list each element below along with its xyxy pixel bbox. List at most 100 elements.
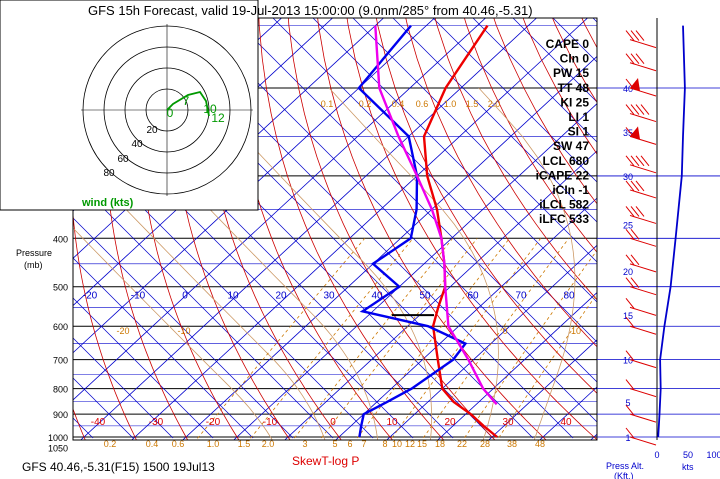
temperature-tick-label: -10 [131,291,146,302]
mixing-ratio-tick-label: 0.2 [359,99,372,109]
dry-adiabat [73,18,137,440]
pressure-tick-label: 800 [53,385,68,395]
temperature-tick-label: 70 [515,291,527,302]
hodograph-trace [166,90,210,117]
lower-mixing-ratio-tick-label: 7 [361,439,366,449]
wind-barb [625,228,657,247]
hodograph-point-label: 10 [203,102,217,116]
red-tick-label: -10 [177,326,190,336]
hodograph-ring-label: 80 [103,168,115,179]
wind-speed-profile [657,25,686,438]
temperature-tick-label: 20 [275,291,287,302]
wind-barb [625,206,657,224]
mixing-ratio-line [292,238,454,440]
index-ilcl: iLCL 582 [539,198,589,212]
mixing-ratio-line [319,238,478,440]
lower-temperature-tick-label: 0 [330,417,336,428]
wind-barb [625,316,657,335]
wind-barb [625,53,657,72]
wind-barb [625,350,657,369]
temperature-tick-label: 40 [371,291,383,302]
temperature-tick-label: 50 [419,291,431,302]
hodograph-ring-label: 40 [131,139,143,150]
wind-barb [625,379,657,398]
wind-barb [625,404,657,423]
isotherm-cross [512,18,597,103]
lower-temperature-tick-label: -40 [91,417,106,428]
pressure-axis-label: Pressure [16,248,52,258]
lower-mixing-ratio-tick-label: 1.5 [238,439,251,449]
moist-adiabat [198,87,433,440]
pressure-axis-unit: (mb) [24,260,43,270]
altitude-tick-label: 25 [623,220,633,230]
isotherm-cross [73,297,214,439]
mixing-ratio-tick-label: 0.4 [392,99,405,109]
dry-adiabat [434,18,597,301]
index-ilfc: iLFC 533 [539,212,589,226]
footer-station-info: GFS 40.46,-5.31(F15) 1500 19Jul13 [22,460,215,474]
altitude-tick-label: 30 [623,172,633,182]
dry-adiabat [680,0,720,448]
wind-speed-tick-label: 50 [683,450,693,460]
lower-temperature-tick-label: -20 [206,417,221,428]
altitude-axis-unit: (Kft.) [614,471,634,479]
isotherm [437,292,597,440]
hodograph-point-label: 7 [183,94,190,108]
index-li: LI 1 [568,110,589,124]
temperature-tick-label: 60 [467,291,479,302]
moist-adiabat [328,87,499,440]
hodograph-label: wind (kts) [81,197,134,209]
temperature-tick-label: 0 [182,291,188,302]
red-tick-label: -20 [116,326,129,336]
isotherm-cross [392,18,597,223]
lower-mixing-ratio-tick-label: 1.0 [207,439,220,449]
lower-temperature-tick-label: 40 [560,417,572,428]
temperature-tick-label: 10 [227,291,239,302]
lower-mixing-ratio-tick-label: 48 [535,439,545,449]
altitude-axis-label: Press Alt. [606,461,644,471]
dewpoint-profile [357,24,468,438]
isotherm [73,18,334,259]
mixing-ratio-line [421,238,570,440]
red-tick-label: 0 [502,326,507,336]
red-tick-label: 10 [571,326,581,336]
lower-temperature-tick-label: 30 [502,417,514,428]
index-tt: TT 48 [558,81,590,95]
isotherm-cross [232,18,597,383]
isotherm [590,433,597,440]
lower-mixing-ratio-tick-label: 6 [347,439,352,449]
wind-speed-tick-label: 100 [706,450,720,460]
lower-mixing-ratio-tick-label: 8 [382,439,387,449]
hodograph-point-label: 0 [167,106,174,120]
wind-barb [625,126,657,145]
pressure-tick-label: 1050 [48,444,68,454]
index-si: SI 1 [568,125,590,139]
lower-mixing-ratio-tick-label: 2.0 [262,439,275,449]
altitude-tick-label: 15 [623,311,633,321]
mixing-ratio-tick-label: 1.5 [466,99,479,109]
isotherm [488,339,597,440]
dry-adiabat [346,18,597,440]
mixing-ratio-tick-label: 0.1 [321,99,334,109]
index-icape: iCAPE 22 [536,168,590,182]
dry-adiabat [317,18,547,440]
lower-mixing-ratio-tick-label: 0.4 [146,439,159,449]
isotherm-cross [73,137,374,439]
altitude-tick-label: 10 [623,356,633,366]
lower-mixing-ratio-tick-label: 38 [507,439,517,449]
lower-mixing-ratio-tick-label: 0.2 [104,439,117,449]
moist-adiabat [73,227,273,440]
lower-mixing-ratio-tick-label: 0.6 [172,439,185,449]
altitude-tick-label: 40 [623,84,633,94]
mixing-ratio-line [248,238,414,440]
wind-barb [625,427,657,446]
isotherm [131,18,589,440]
wind-barb [625,30,657,49]
pressure-tick-label: 400 [53,234,68,244]
temperature-tick-label: 30 [323,291,335,302]
dry-adiabat [375,18,597,394]
index-lcl: LCL 680 [543,154,590,168]
isotherm [335,197,597,440]
